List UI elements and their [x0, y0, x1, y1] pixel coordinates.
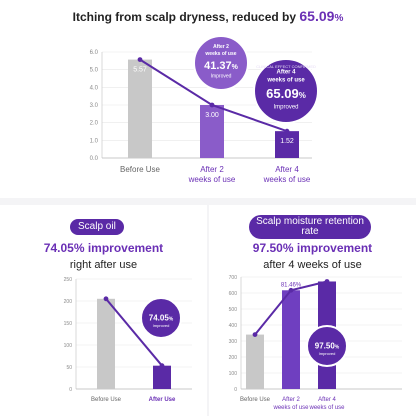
- callout-2-weeks: After 2 weeks of use 41.37% Improved: [193, 35, 249, 91]
- scalp-oil-callout: 74.05%Improved: [140, 297, 182, 339]
- scalp-oil-callout-value: 74.05%: [149, 313, 174, 322]
- y-tick-label: 250: [64, 277, 73, 283]
- data-label: 1.52: [280, 138, 294, 145]
- trend-point: [137, 57, 143, 62]
- bar: [97, 298, 115, 389]
- callout-2-weeks-label: Improved: [211, 74, 232, 80]
- bar: [275, 131, 299, 158]
- itching-panel: Itching from scalp dryness, reduced by 6…: [0, 0, 416, 198]
- itching-title: Itching from scalp dryness, reduced by 6…: [0, 8, 416, 24]
- trend-point: [209, 102, 215, 108]
- y-tick-label: 500: [229, 307, 238, 313]
- callout-4-weeks-tag: CLINICAL EFFECT CONFIRMED: [256, 64, 316, 69]
- x-tick-label: After 2 weeks of use: [188, 165, 236, 184]
- x-tick-label: After 4 weeks of use: [263, 165, 311, 184]
- y-tick-label: 600: [229, 291, 238, 297]
- y-tick-label: 100: [64, 343, 73, 349]
- moisture-callout-circle: [306, 325, 348, 367]
- trend-point: [159, 363, 165, 369]
- callout-2-weeks-header: After 2 weeks of use: [204, 44, 236, 57]
- x-tick-label: After Use: [149, 397, 176, 403]
- scalp-oil-callout-label: Improved: [153, 323, 170, 328]
- y-tick-label: 50: [66, 365, 72, 371]
- moisture-timing: after 4 weeks of use: [263, 259, 362, 271]
- moisture-callout-label: Improved: [319, 351, 336, 356]
- y-tick-label: 5.0: [90, 68, 99, 74]
- bar: [153, 365, 171, 389]
- y-tick-label: 3.0: [90, 103, 99, 109]
- moisture-callout-value: 97.50%: [315, 341, 340, 350]
- bar: [128, 59, 152, 159]
- bar: [246, 334, 264, 389]
- scalp-oil-timing: right after use: [69, 259, 138, 271]
- y-tick-label: 6.0: [90, 50, 99, 56]
- bar: [200, 105, 224, 158]
- y-tick-label: 400: [229, 323, 238, 329]
- y-tick-label: 0: [234, 387, 237, 393]
- x-tick-label: Before Use: [91, 397, 122, 403]
- moisture-chart: 0 100 200 300 400 500 600 700 Before Use 81.46% Af…: [229, 275, 402, 411]
- scalp-oil-chart: 0 50 100 150 200 250 Before Use After Use 74.05%…: [64, 277, 192, 403]
- y-tick-label: 0: [69, 387, 72, 393]
- trend-point: [324, 279, 330, 284]
- callout-2-weeks-value: 41.37%: [204, 60, 239, 72]
- moisture-callout: 97.50%Improved: [306, 325, 348, 367]
- moisture-panel: Scalp moisture retention rate 97.50% imp…: [209, 205, 416, 416]
- y-tick-label: 700: [229, 275, 238, 281]
- scalp-oil-improvement: 74.05% improvement: [43, 241, 164, 255]
- y-tick-label: 150: [64, 321, 73, 327]
- y-tick-label: 2.0: [90, 121, 99, 127]
- data-label: 3.00: [205, 112, 219, 119]
- scalp-oil-callout-circle: [140, 297, 182, 339]
- bar: [282, 290, 300, 389]
- y-tick-label: 4.0: [90, 85, 99, 91]
- moisture-improvement: 97.50% improvement: [252, 241, 373, 255]
- data-label: 81.46%: [281, 282, 302, 288]
- callout-4-weeks-header: After 4 weeks of use: [266, 69, 305, 83]
- y-tick-label: 200: [229, 355, 238, 361]
- callout-4-weeks-circle: [253, 58, 319, 124]
- callout-4-weeks-value: 65.09%: [266, 86, 306, 101]
- scalp-oil-panel: Scalp oil 74.05% improvement right after…: [0, 205, 207, 416]
- moisture-summary: 97.50% improvement after 4 weeks of use: [209, 241, 416, 271]
- title-value: 65.09%: [299, 8, 344, 24]
- callout-4-weeks-label: Improved: [273, 104, 298, 110]
- x-tick-label: After 4 weeks of use: [308, 397, 345, 411]
- title-prefix: Itching from scalp dryness, reduced by: [72, 10, 297, 24]
- y-tick-label: 300: [229, 339, 238, 345]
- trend-point: [252, 332, 258, 337]
- y-tick-label: 200: [64, 299, 73, 305]
- x-tick-label: Before Use: [120, 165, 161, 174]
- x-tick-label: After 2 weeks of use: [272, 397, 309, 411]
- scalp-oil-pill: Scalp oil: [70, 219, 124, 235]
- y-tick-label: 1.0: [90, 138, 99, 144]
- trend-point: [288, 287, 294, 293]
- x-tick-label: Before Use: [240, 397, 271, 403]
- y-tick-label: 0.0: [90, 156, 99, 162]
- trend-point: [284, 128, 290, 134]
- itching-chart: 0.0 1.0 2.0 3.0 4.0 5.0 6.0 5.57 Before Use 3.00 A…: [90, 35, 319, 184]
- trend-point: [103, 296, 109, 302]
- callout-2-weeks-circle: [193, 35, 249, 91]
- scalp-oil-summary: 74.05% improvement right after use: [0, 241, 207, 271]
- y-tick-label: 100: [229, 371, 238, 377]
- trend-line: [105, 298, 163, 367]
- moisture-pill: Scalp moisture retention rate: [249, 215, 371, 239]
- data-label: 5.57: [133, 67, 147, 74]
